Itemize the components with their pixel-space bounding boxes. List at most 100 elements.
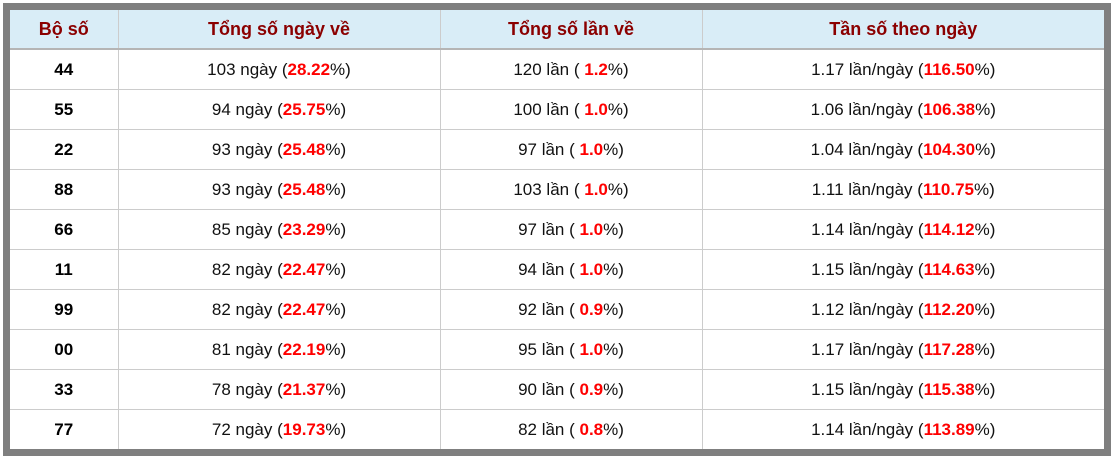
frequency-percent: 104.30 xyxy=(923,139,976,159)
times-text: 94 lần ( xyxy=(518,259,580,279)
total-times-cell: 90 lần ( 0.9%) xyxy=(440,369,703,410)
times-text: 90 lần ( xyxy=(518,379,580,399)
table-row: 99 82 ngày (22.47%) 92 lần ( 0.9%) 1.12 … xyxy=(10,289,1104,330)
times-percent: 0.9 xyxy=(579,379,604,399)
days-percent: 21.37 xyxy=(282,379,326,399)
daily-frequency-cell: 1.14 lần/ngày (113.89%) xyxy=(702,409,1104,449)
times-percent: 1.2 xyxy=(584,59,608,79)
days-percent: 22.19 xyxy=(282,339,326,359)
frequency-text: 1.15 lần/ngày ( xyxy=(811,259,924,279)
pair-number: 66 xyxy=(54,219,74,239)
frequency-text: 1.06 lần/ngày ( xyxy=(810,99,924,119)
total-days-cell: 93 ngày (25.48%) xyxy=(118,129,441,170)
total-times-cell: 97 lần ( 1.0%) xyxy=(440,129,703,170)
total-days-cell: 81 ngày (22.19%) xyxy=(118,329,441,370)
total-times-cell: 95 lần ( 1.0%) xyxy=(440,329,703,370)
times-percent: 1.0 xyxy=(579,259,604,279)
pair-number-cell: 99 xyxy=(10,289,119,330)
days-text: 72 ngày ( xyxy=(211,419,283,439)
days-suffix: %) xyxy=(330,59,351,79)
total-days-cell: 72 ngày (19.73%) xyxy=(118,409,441,449)
times-percent: 1.0 xyxy=(579,139,604,159)
header-daily-frequency: Tần số theo ngày xyxy=(702,10,1104,50)
header-total-times: Tổng số lần về xyxy=(440,10,703,50)
times-suffix: %) xyxy=(603,139,624,159)
table-row: 66 85 ngày (23.29%) 97 lần ( 1.0%) 1.14 … xyxy=(10,209,1104,250)
times-text: 100 lần ( xyxy=(513,99,585,119)
times-text: 95 lần ( xyxy=(518,339,580,359)
frequency-percent: 110.75 xyxy=(922,179,974,199)
frequency-percent: 113.89 xyxy=(923,419,975,439)
table-row: 22 93 ngày (25.48%) 97 lần ( 1.0%) 1.04 … xyxy=(10,129,1104,170)
times-percent: 0.9 xyxy=(579,299,604,319)
frequency-percent: 115.38 xyxy=(923,379,975,399)
pair-number: 11 xyxy=(54,259,73,279)
total-days-cell: 82 ngày (22.47%) xyxy=(118,289,441,330)
times-suffix: %) xyxy=(607,179,629,199)
times-percent: 1.0 xyxy=(584,99,608,119)
frequency-text: 1.11 lần/ngày ( xyxy=(811,179,923,199)
days-percent: 28.22 xyxy=(287,59,331,79)
pair-number-cell: 55 xyxy=(10,89,119,130)
days-suffix: %) xyxy=(325,139,347,159)
frequency-suffix: %) xyxy=(975,99,996,119)
frequency-suffix: %) xyxy=(974,219,996,239)
times-text: 103 lần ( xyxy=(513,179,585,199)
times-text: 120 lần ( xyxy=(513,59,585,79)
times-suffix: %) xyxy=(603,299,624,319)
frequency-percent: 114.63 xyxy=(923,259,975,279)
frequency-percent: 116.50 xyxy=(923,59,975,79)
table-row: 77 72 ngày (19.73%) 82 lần ( 0.8%) 1.14 … xyxy=(10,409,1104,449)
days-percent: 25.75 xyxy=(282,99,326,119)
header-pair-number: Bộ số xyxy=(10,10,119,50)
pair-number-cell: 88 xyxy=(10,169,119,210)
total-days-cell: 94 ngày (25.75%) xyxy=(118,89,441,130)
daily-frequency-cell: 1.17 lần/ngày (116.50%) xyxy=(702,49,1104,90)
pair-number: 22 xyxy=(54,139,74,159)
days-suffix: %) xyxy=(325,299,347,319)
frequency-text: 1.17 lần/ngày ( xyxy=(811,59,924,79)
times-percent: 1.0 xyxy=(579,219,604,239)
total-times-cell: 92 lần ( 0.9%) xyxy=(440,289,703,330)
daily-frequency-cell: 1.15 lần/ngày (115.38%) xyxy=(702,369,1104,410)
times-suffix: %) xyxy=(603,259,624,279)
times-percent: 1.0 xyxy=(584,179,608,199)
daily-frequency-cell: 1.04 lần/ngày (104.30%) xyxy=(702,129,1104,170)
total-days-cell: 93 ngày (25.48%) xyxy=(118,169,441,210)
times-text: 97 lần ( xyxy=(518,219,580,239)
frequency-percent: 114.12 xyxy=(923,219,975,239)
pair-number-cell: 22 xyxy=(10,129,119,170)
lottery-pair-statistics-table: Bộ số Tổng số ngày về Tổng số lần về Tần… xyxy=(10,10,1104,449)
days-text: 81 ngày ( xyxy=(211,339,283,359)
frequency-suffix: %) xyxy=(974,259,996,279)
times-suffix: %) xyxy=(607,99,629,119)
daily-frequency-cell: 1.12 lần/ngày (112.20%) xyxy=(702,289,1104,330)
table-row: 55 94 ngày (25.75%) 100 lần ( 1.0%) 1.06… xyxy=(10,89,1104,130)
pair-number-cell: 33 xyxy=(10,369,119,410)
total-days-cell: 78 ngày (21.37%) xyxy=(118,369,441,410)
times-suffix: %) xyxy=(607,59,629,79)
frequency-suffix: %) xyxy=(974,419,996,439)
statistics-table-frame: Bộ số Tổng số ngày về Tổng số lần về Tần… xyxy=(3,3,1111,456)
frequency-text: 1.17 lần/ngày ( xyxy=(811,339,924,359)
total-days-cell: 103 ngày (28.22%) xyxy=(118,49,441,90)
frequency-text: 1.14 lần/ngày ( xyxy=(811,419,924,439)
days-percent: 25.48 xyxy=(282,139,326,159)
days-percent: 23.29 xyxy=(282,219,326,239)
times-suffix: %) xyxy=(603,379,624,399)
times-suffix: %) xyxy=(603,339,624,359)
days-text: 78 ngày ( xyxy=(211,379,283,399)
days-text: 82 ngày ( xyxy=(211,259,283,279)
days-suffix: %) xyxy=(325,339,347,359)
pair-number: 00 xyxy=(54,339,74,359)
frequency-text: 1.14 lần/ngày ( xyxy=(811,219,924,239)
days-suffix: %) xyxy=(325,259,347,279)
days-text: 103 ngày ( xyxy=(207,59,288,79)
times-suffix: %) xyxy=(603,419,624,439)
daily-frequency-cell: 1.06 lần/ngày (106.38%) xyxy=(702,89,1104,130)
frequency-percent: 106.38 xyxy=(923,99,976,119)
days-suffix: %) xyxy=(325,379,347,399)
pair-number: 44 xyxy=(54,59,74,79)
daily-frequency-cell: 1.17 lần/ngày (117.28%) xyxy=(702,329,1104,370)
